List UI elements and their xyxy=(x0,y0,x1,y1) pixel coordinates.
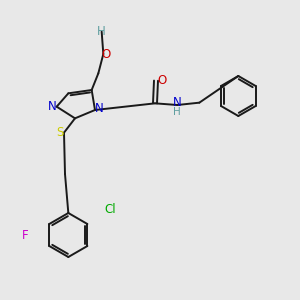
Text: Cl: Cl xyxy=(104,203,116,216)
Text: H: H xyxy=(173,107,181,117)
Text: O: O xyxy=(158,74,166,87)
Text: F: F xyxy=(22,229,28,242)
Text: N: N xyxy=(94,103,103,116)
Text: N: N xyxy=(48,100,57,113)
Text: S: S xyxy=(56,126,64,139)
Text: O: O xyxy=(102,47,111,61)
Text: H: H xyxy=(97,25,106,38)
Text: N: N xyxy=(173,97,182,110)
